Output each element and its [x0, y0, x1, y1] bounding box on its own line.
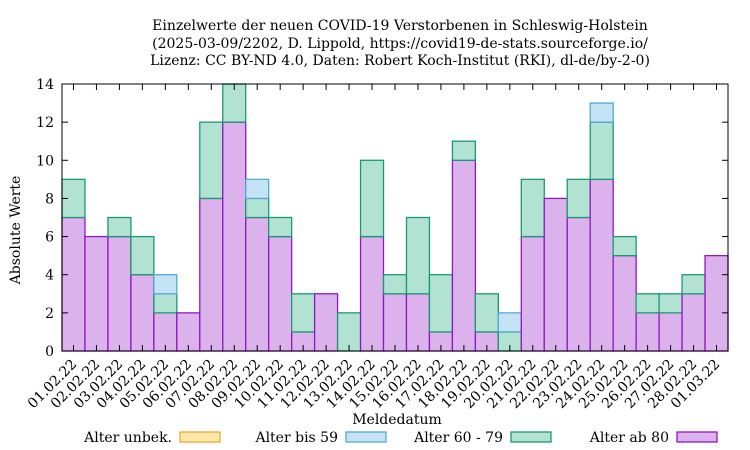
legend-label-3: Alter ab 80 [589, 430, 669, 446]
y-axis-label: Absolute Werte [8, 176, 24, 286]
bar-23.02.22-series-3 [566, 216, 591, 352]
legend-swatch-0 [179, 431, 221, 443]
bar-09.02.22-series-2 [245, 197, 270, 219]
bar-03.02.22-series-2 [107, 216, 132, 238]
bar-10.02.22-series-3 [268, 235, 293, 352]
bar-26.02.22-series-2 [635, 293, 660, 314]
y-tick-label-2: 4 [45, 268, 54, 284]
bar-02.02.22-series-3 [84, 235, 109, 352]
y-tick-label-6: 12 [36, 115, 54, 131]
bar-21.02.22-series-2 [520, 178, 545, 238]
bar-14.02.22-series-2 [359, 159, 385, 238]
title-line-2: (2025-03-09/2202, D. Lippold, https://co… [152, 36, 648, 52]
title-line-1: Einzelwerte der neuen COVID-19 Verstorbe… [152, 18, 648, 34]
bar-04.02.22-series-3 [130, 274, 155, 352]
bar-10.02.22-series-2 [268, 216, 293, 238]
bar-09.02.22-series-1 [245, 178, 270, 200]
bar-12.02.22-series-3 [313, 293, 339, 352]
legend-swatch-2 [510, 431, 552, 443]
bar-07.02.22-series-3 [199, 197, 224, 352]
bar-15.02.22-series-3 [382, 293, 408, 352]
x-axis-label: Meldedatum [352, 412, 442, 428]
bar-04.02.22-series-2 [130, 235, 155, 276]
bar-19.02.22-series-2 [474, 293, 499, 333]
bar-16.02.22-series-3 [405, 293, 431, 352]
bar-24.02.22-series-2 [589, 121, 614, 181]
bar-23.02.22-series-2 [566, 178, 591, 219]
bar-07.02.22-series-2 [199, 121, 224, 200]
bar-18.02.22-series-2 [451, 140, 477, 161]
bar-14.02.22-series-3 [359, 235, 385, 352]
bar-28.02.22-series-2 [681, 274, 706, 295]
bar-27.02.22-series-2 [658, 293, 683, 314]
legend-swatch-1 [345, 431, 387, 443]
bar-09.02.22-series-3 [245, 216, 270, 352]
bar-25.02.22-series-3 [612, 254, 637, 352]
bar-03.02.22-series-3 [107, 235, 132, 352]
bar-11.02.22-series-2 [291, 293, 316, 333]
y-tick-label-3: 6 [45, 230, 54, 246]
bar-18.02.22-series-3 [451, 159, 477, 352]
legend-label-0: Alter unbek. [83, 430, 172, 446]
bar-20.02.22-series-1 [497, 312, 522, 333]
bar-01.02.22-series-3 [61, 216, 86, 352]
y-tick-label-5: 10 [36, 153, 54, 169]
bar-05.02.22-series-1 [153, 274, 178, 295]
y-tick-label-7: 14 [36, 77, 54, 93]
bars [61, 83, 729, 352]
legend-swatch-3 [676, 431, 718, 443]
legend-label-2: Alter 60 - 79 [413, 430, 503, 446]
bar-24.02.22-series-1 [589, 102, 614, 123]
bar-16.02.22-series-2 [405, 216, 431, 295]
bar-05.02.22-series-2 [153, 293, 178, 314]
chart-title: Einzelwerte der neuen COVID-19 Verstorbe… [150, 18, 650, 69]
bar-21.02.22-series-3 [520, 235, 545, 352]
y-ticks: 0 2 4 6 8 10 12 14 [36, 77, 728, 360]
bar-22.02.22-series-3 [543, 197, 568, 352]
bar-15.02.22-series-2 [382, 274, 408, 295]
bar-24.02.22-series-3 [589, 178, 614, 352]
bar-08.02.22-series-3 [222, 121, 247, 352]
bar-25.02.22-series-2 [612, 235, 637, 257]
y-tick-label-4: 8 [45, 191, 54, 207]
legend: Alter unbek. Alter bis 59 Alter 60 - 79 Alt… [83, 430, 718, 446]
y-tick-label-0: 0 [45, 344, 54, 360]
legend-label-1: Alter bis 59 [254, 430, 338, 446]
bar-17.02.22-series-2 [428, 274, 454, 333]
bar-28.02.22-series-3 [681, 293, 706, 352]
y-tick-label-1: 2 [45, 306, 54, 322]
bar-01.03.22-series-3 [704, 254, 729, 352]
title-line-3: Lizenz: CC BY-ND 4.0, Daten: Robert Koch… [150, 53, 650, 69]
